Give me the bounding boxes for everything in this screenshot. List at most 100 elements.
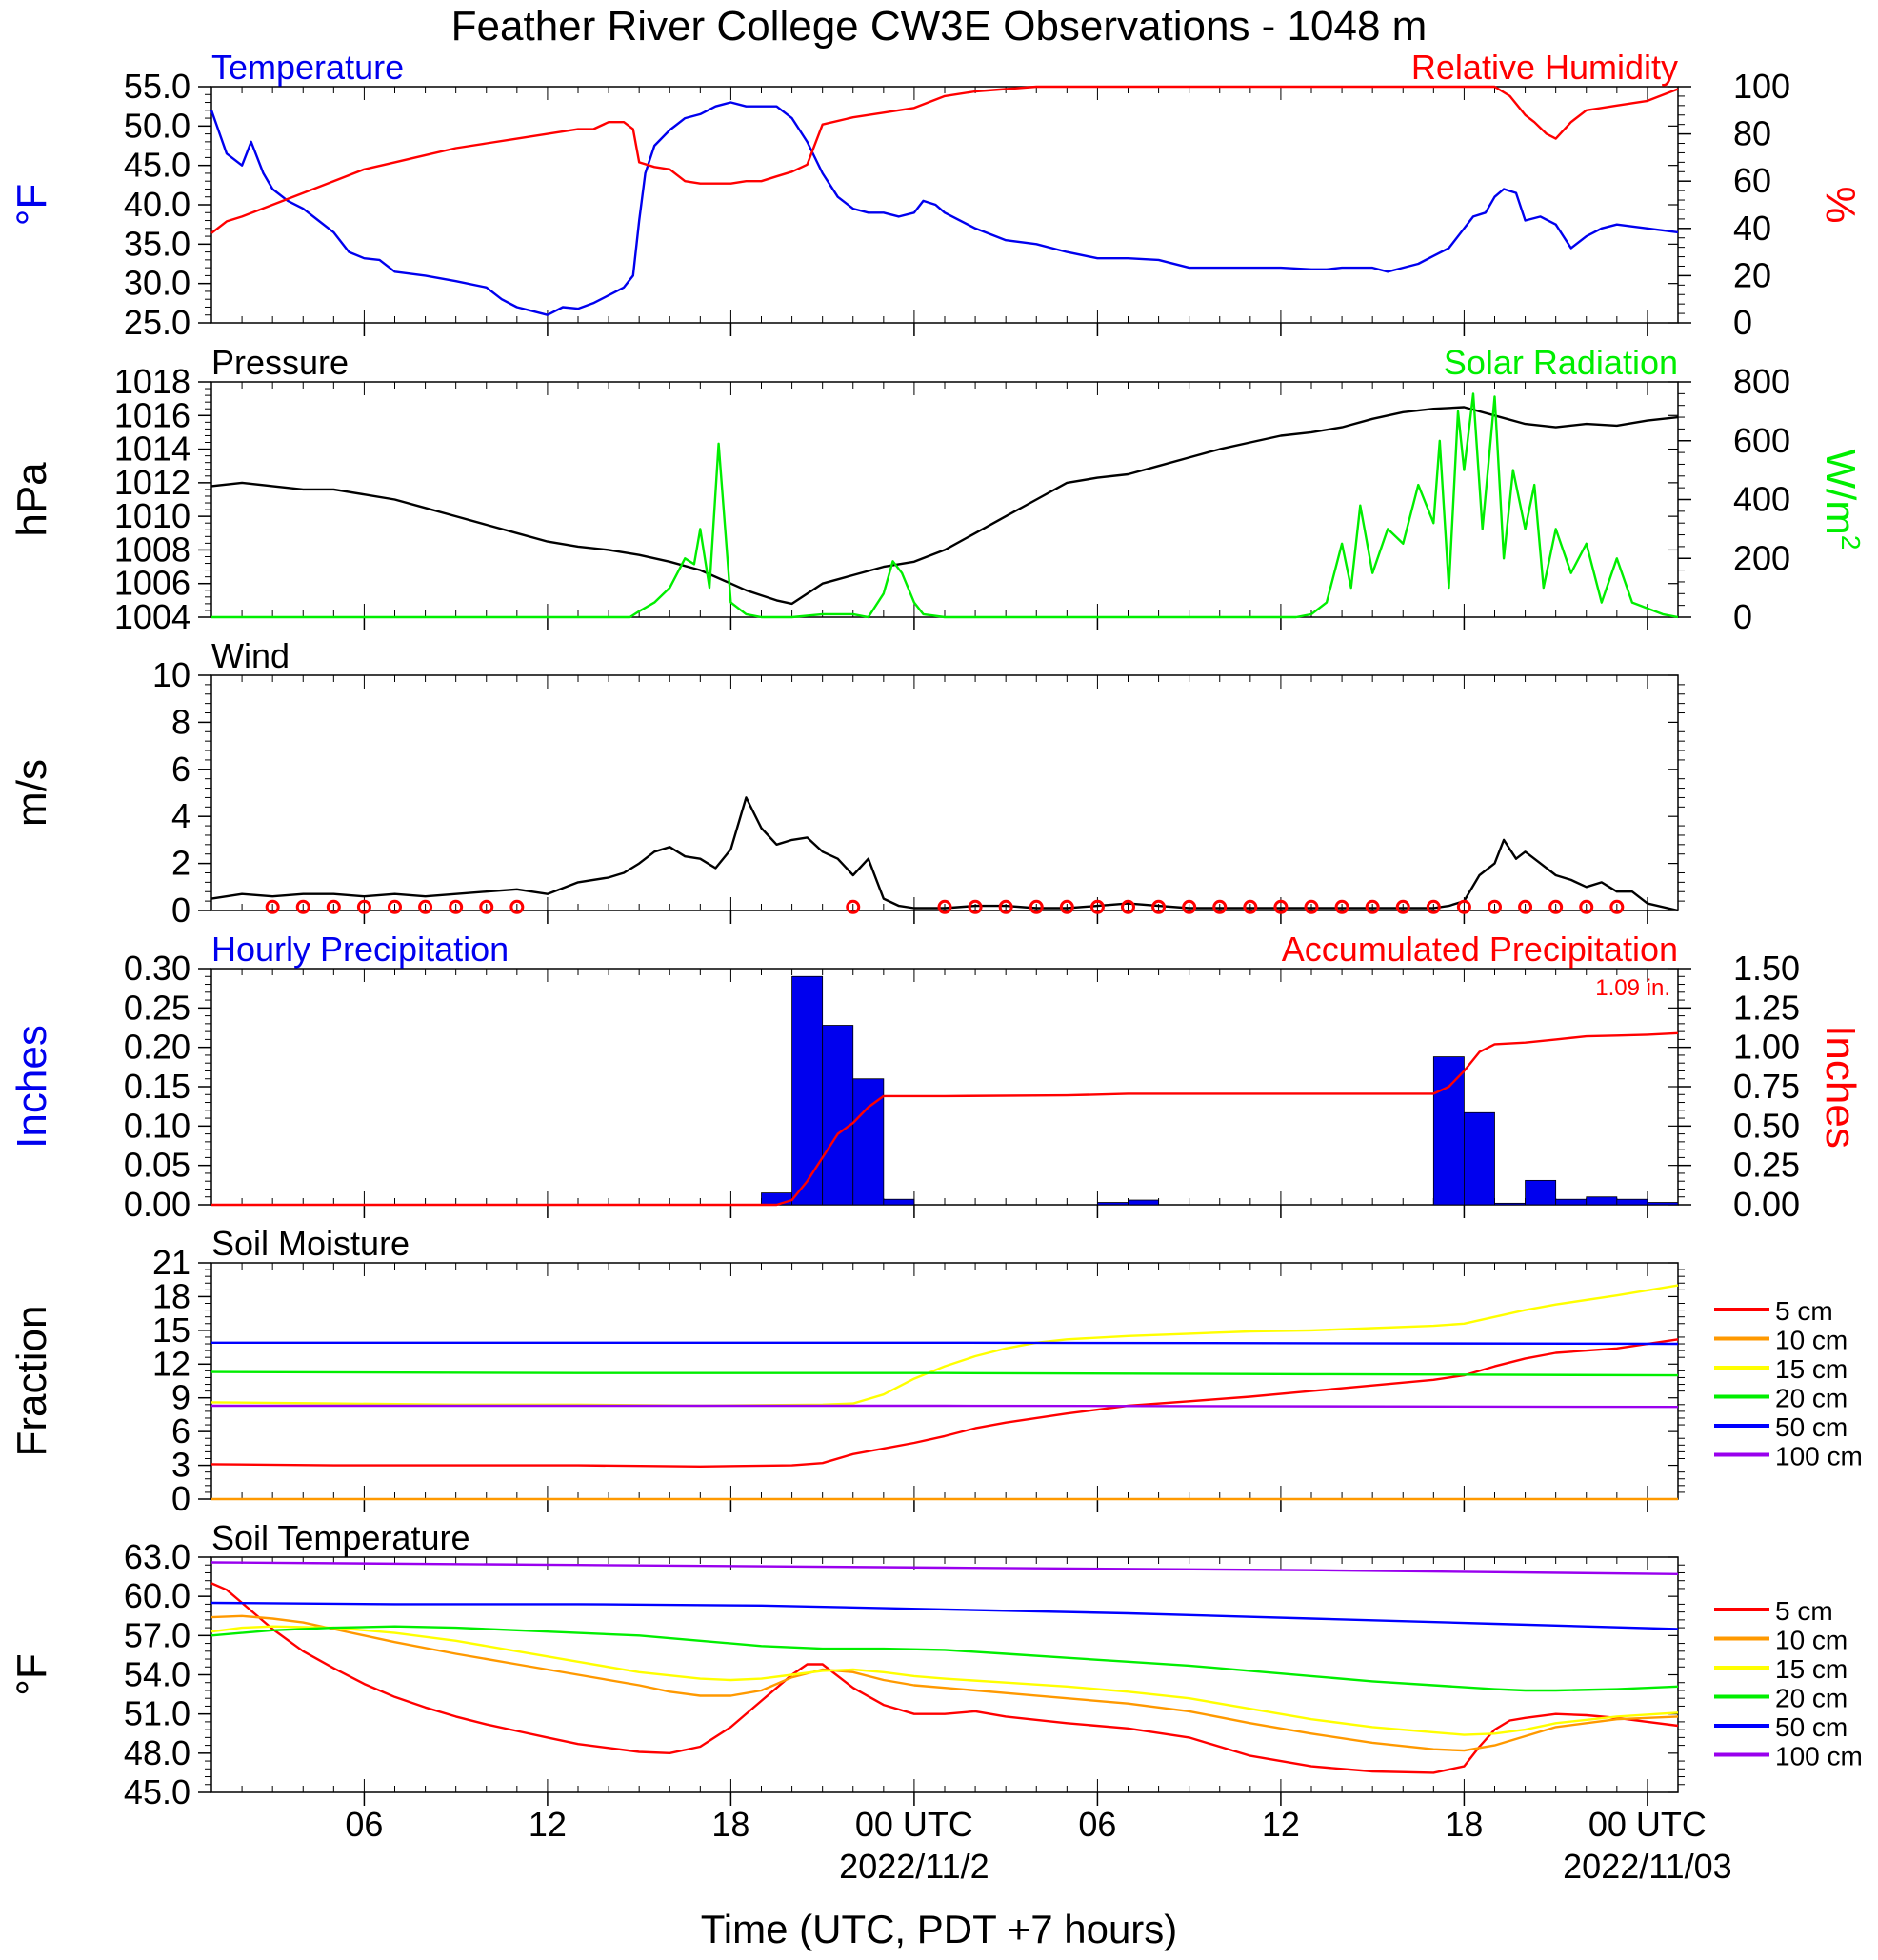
y-tick-label: 25.0: [124, 303, 190, 342]
wind-calm-marker: [1548, 899, 1564, 914]
precip-bar: [883, 1198, 915, 1206]
wind-calm-marker: [937, 899, 952, 914]
x-tick-label: 06: [1078, 1805, 1116, 1844]
y-tick-label: 1016: [114, 395, 190, 434]
panel-soil-temp: 45.048.051.054.057.060.063.0 Soil Tempera…: [9, 1518, 1863, 1811]
y-tick-label: 54.0: [124, 1655, 190, 1694]
wind-calm-marker: [1488, 899, 1502, 914]
y2-tick-label: 20: [1733, 255, 1771, 294]
y2-tick-label: 0.25: [1733, 1146, 1800, 1185]
series-50-cm: [210, 1601, 1679, 1630]
wind-calm-marker: [418, 899, 433, 914]
wind-calm-marker: [265, 899, 280, 914]
panel-wind: 0 2 4 6 8 10 Wind m/s: [9, 636, 1685, 930]
series-100-cm: [211, 1404, 1679, 1409]
legend-label: 20 cm: [1775, 1384, 1848, 1413]
y2-tick-label: 800: [1733, 362, 1790, 401]
left-axis-unit: Fraction: [9, 1306, 55, 1457]
wind-calm-marker: [1151, 899, 1167, 914]
y-tick-label: 60.0: [124, 1576, 190, 1615]
y-tick-label: 1010: [114, 496, 190, 535]
precip-bar: [1494, 1202, 1526, 1206]
wind-calm-marker: [1456, 899, 1471, 914]
precip-bar: [852, 1078, 885, 1206]
series-relative-humidity: [210, 85, 1679, 234]
x-tick-label: 00 UTC: [855, 1805, 973, 1844]
left-axis-unit: Inches: [9, 1025, 55, 1149]
legend-label: 10 cm: [1775, 1626, 1848, 1655]
y-tick-label: 18: [152, 1276, 190, 1315]
series-temperature: [210, 101, 1679, 316]
wind-calm-marker: [1029, 899, 1044, 914]
wind-calm-marker: [1304, 899, 1319, 914]
x-tick-label: 18: [711, 1805, 749, 1844]
wind-calm-marker: [326, 899, 341, 914]
y-tick-label: 4: [171, 796, 190, 835]
left-axis-unit: m/s: [9, 759, 55, 827]
wind-calm-marker: [1365, 899, 1380, 914]
y2-tick-label: 1.50: [1733, 949, 1800, 988]
precip-bar: [1464, 1111, 1495, 1206]
y-tick-label: 0: [171, 890, 190, 930]
y2-tick-label: 600: [1733, 421, 1790, 460]
y-tick-label: 8: [171, 702, 190, 741]
left-axis-unit: °F: [9, 1653, 55, 1695]
legend-label: 100 cm: [1775, 1442, 1863, 1471]
precip-bar: [1097, 1202, 1129, 1206]
wind-calm-marker: [1609, 899, 1625, 914]
y-tick-label: 1012: [114, 463, 190, 502]
y-tick-label: 0: [171, 1479, 190, 1518]
wind-calm-marker: [1182, 899, 1197, 914]
plot-frame: [210, 86, 1679, 324]
x-date-label: 2022/11/03: [1563, 1847, 1732, 1886]
y2-tick-label: 0.00: [1733, 1185, 1800, 1224]
y-tick-label: 45.0: [124, 1772, 190, 1811]
legend-label: 15 cm: [1775, 1654, 1848, 1684]
x-tick-label: 12: [529, 1805, 567, 1844]
precip-bar: [1555, 1198, 1588, 1206]
y-tick-label: 1018: [114, 362, 190, 401]
series-50-cm: [211, 1341, 1679, 1346]
y-tick-label: 2: [171, 844, 190, 883]
precip-bar: [1525, 1179, 1557, 1206]
precip-bar: [791, 975, 824, 1206]
y2-tick-label: 0: [1733, 303, 1752, 342]
panel-left-title: Soil Temperature: [211, 1518, 470, 1557]
wind-calm-marker: [998, 899, 1013, 914]
wind-calm-marker: [1089, 899, 1105, 914]
legend-label: 10 cm: [1775, 1326, 1848, 1355]
y-tick-label: 1006: [114, 564, 190, 603]
wind-calm-marker: [1212, 899, 1228, 914]
series-15-cm: [210, 1284, 1679, 1408]
y-tick-label: 0.00: [124, 1185, 190, 1224]
wind-calm-marker: [1243, 899, 1258, 914]
right-axis-unit: %: [1817, 186, 1864, 223]
y-tick-label: 1008: [114, 530, 190, 569]
wind-calm-marker: [1518, 899, 1533, 914]
legend-label: 50 cm: [1775, 1712, 1848, 1742]
panel-right-title: Solar Radiation: [1444, 343, 1678, 382]
series-5-cm: [210, 1582, 1679, 1774]
y2-tick-label: 60: [1733, 161, 1771, 200]
panel-left-title: Hourly Precipitation: [211, 930, 509, 969]
y-tick-label: 0.10: [124, 1106, 190, 1145]
precip-bar: [761, 1192, 792, 1206]
wind-calm-marker: [1395, 899, 1410, 914]
y-tick-label: 3: [171, 1446, 190, 1485]
y-tick-label: 1004: [114, 597, 190, 636]
y-tick-label: 15: [152, 1310, 190, 1350]
panel-left-title: Soil Moisture: [211, 1224, 410, 1263]
series-20-cm: [210, 1370, 1679, 1377]
wind-calm-marker: [968, 899, 983, 914]
precip-bar: [1128, 1199, 1159, 1206]
series-10-cm: [210, 1614, 1679, 1752]
wind-calm-marker: [295, 899, 310, 914]
series-5-cm: [210, 1338, 1679, 1468]
y-tick-label: 50.0: [124, 106, 190, 145]
wind-calm-marker: [1334, 899, 1349, 914]
y-tick-label: 35.0: [124, 224, 190, 263]
y2-tick-label: 1.00: [1733, 1028, 1800, 1067]
left-axis-unit: °F: [9, 184, 55, 226]
